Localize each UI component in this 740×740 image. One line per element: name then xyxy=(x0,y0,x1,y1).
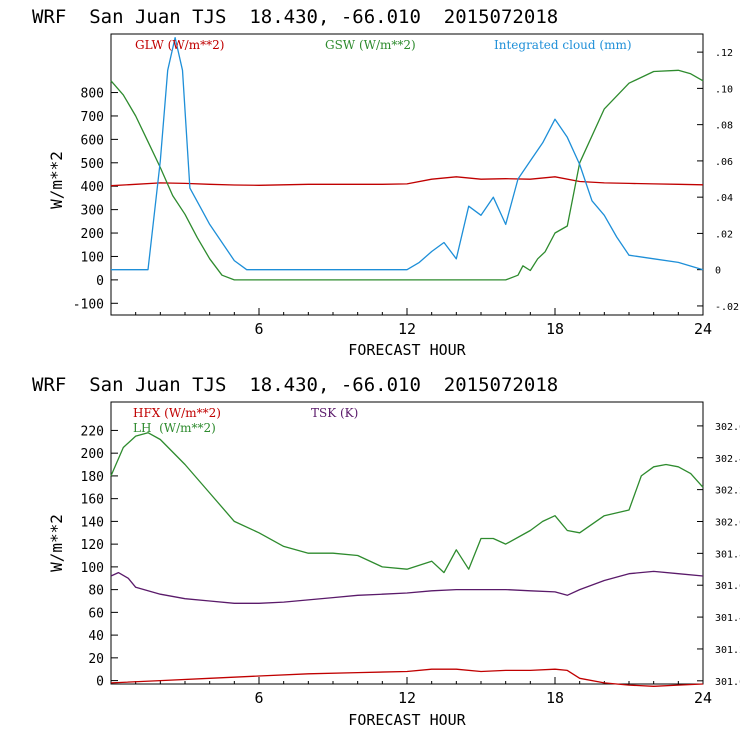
chart-top-series xyxy=(110,36,704,281)
y2-tick-label: 302.6 xyxy=(715,422,740,433)
y2-tick-label: 301.2 xyxy=(715,645,740,656)
y-tick-label: 180 xyxy=(81,470,104,485)
chart-bottom-title: WRF San Juan TJS 18.430, -66.010 2015072… xyxy=(32,374,558,396)
y-tick-label: 80 xyxy=(88,584,104,599)
x-tick-label: 12 xyxy=(398,320,416,338)
legend-gsw: GSW (W/m**2) xyxy=(325,38,416,52)
x-tick-label: 6 xyxy=(254,320,263,338)
y-tick-label: 20 xyxy=(88,652,104,667)
y-tick-label: 400 xyxy=(81,180,104,195)
y-tick-label: 160 xyxy=(81,493,104,508)
chart-bottom-x-ticks: 6 12 18 24 xyxy=(135,677,712,707)
y-tick-label: 220 xyxy=(81,424,104,439)
chart-top-y-ticks: -100 0 100 200 300 400 500 600 700 800 xyxy=(73,87,118,312)
y2-tick-label: 302.0 xyxy=(715,517,740,528)
y2-tick-label: 302.4 xyxy=(715,454,740,465)
legend-glw: GLW (W/m**2) xyxy=(135,38,224,52)
y2-tick-label: 301.6 xyxy=(715,581,740,592)
legend-integrated-cloud: Integrated cloud (mm) xyxy=(494,38,632,52)
x-tick-label: 18 xyxy=(546,689,564,707)
chart-top-ylabel: W/m**2 xyxy=(47,151,66,209)
y2-tick-label: 302.2 xyxy=(715,486,740,497)
series-line-glw xyxy=(110,176,704,187)
x-tick-label: 24 xyxy=(694,689,712,707)
series-line-integrated xyxy=(111,36,704,271)
series-line-gsw xyxy=(110,69,704,281)
y-tick-label: 300 xyxy=(81,204,104,219)
legend-hfx: HFX (W/m**2) xyxy=(133,406,221,420)
y2-tick-label: .06 xyxy=(715,157,733,168)
chart-bottom: WRF San Juan TJS 18.430, -66.010 2015072… xyxy=(32,374,740,729)
series-line-lh xyxy=(110,432,704,574)
series-line-tsk xyxy=(110,570,704,604)
y2-tick-label: -.02 xyxy=(715,302,739,313)
y2-tick-label: .10 xyxy=(715,84,733,95)
chart-bottom-xlabel: FORECAST HOUR xyxy=(348,711,466,729)
y-tick-label: 140 xyxy=(81,515,104,530)
y-tick-label: -100 xyxy=(73,297,104,312)
chart-top-x-ticks: 6 12 18 24 xyxy=(135,308,712,338)
y2-tick-label: 301.4 xyxy=(715,613,740,624)
y-tick-label: 0 xyxy=(96,675,104,690)
x-tick-label: 12 xyxy=(398,689,416,707)
y-tick-label: 40 xyxy=(88,629,104,644)
y-tick-label: 700 xyxy=(81,110,104,125)
x-tick-label: 6 xyxy=(254,689,263,707)
y-tick-label: 800 xyxy=(81,87,104,102)
y2-tick-label: .04 xyxy=(715,193,733,204)
series-line-hfx xyxy=(110,668,704,687)
chart-top: WRF San Juan TJS 18.430, -66.010 2015072… xyxy=(32,6,739,359)
y2-tick-label: 301.8 xyxy=(715,549,740,560)
chart-bottom-series xyxy=(110,432,704,687)
y2-tick-label: .12 xyxy=(715,48,733,59)
y-tick-label: 200 xyxy=(81,227,104,242)
chart-top-title: WRF San Juan TJS 18.430, -66.010 2015072… xyxy=(32,6,558,28)
y-tick-label: 120 xyxy=(81,538,104,553)
y2-tick-label: 301.0 xyxy=(715,677,740,688)
chart-bottom-ylabel: W/m**2 xyxy=(47,514,66,572)
y-tick-label: 200 xyxy=(81,447,104,462)
y-tick-label: 100 xyxy=(81,561,104,576)
y2-tick-label: 0 xyxy=(715,266,721,277)
chart-bottom-y2-ticks: 301.0 301.2 301.4 301.6 301.8 302.0 302.2 302.4… xyxy=(697,422,740,688)
y2-tick-label: .08 xyxy=(715,121,733,132)
chart-top-y2-ticks: -.02 0 .02 .04 .06 .08 .10 .12 xyxy=(697,48,739,313)
legend-tsk: TSK (K) xyxy=(311,406,358,420)
legend-lh: LH (W/m**2) xyxy=(133,421,216,435)
x-tick-label: 18 xyxy=(546,320,564,338)
y-tick-label: 500 xyxy=(81,157,104,172)
y-tick-label: 600 xyxy=(81,133,104,148)
chart-top-xlabel: FORECAST HOUR xyxy=(348,341,466,359)
y-tick-label: 100 xyxy=(81,250,104,265)
y2-tick-label: .02 xyxy=(715,229,733,240)
y-tick-label: 60 xyxy=(88,606,104,621)
x-tick-label: 24 xyxy=(694,320,712,338)
chart-bottom-y-ticks: 0 20 40 60 80 100 120 140 160 180 200 220 xyxy=(81,424,118,690)
y-tick-label: 0 xyxy=(96,274,104,289)
